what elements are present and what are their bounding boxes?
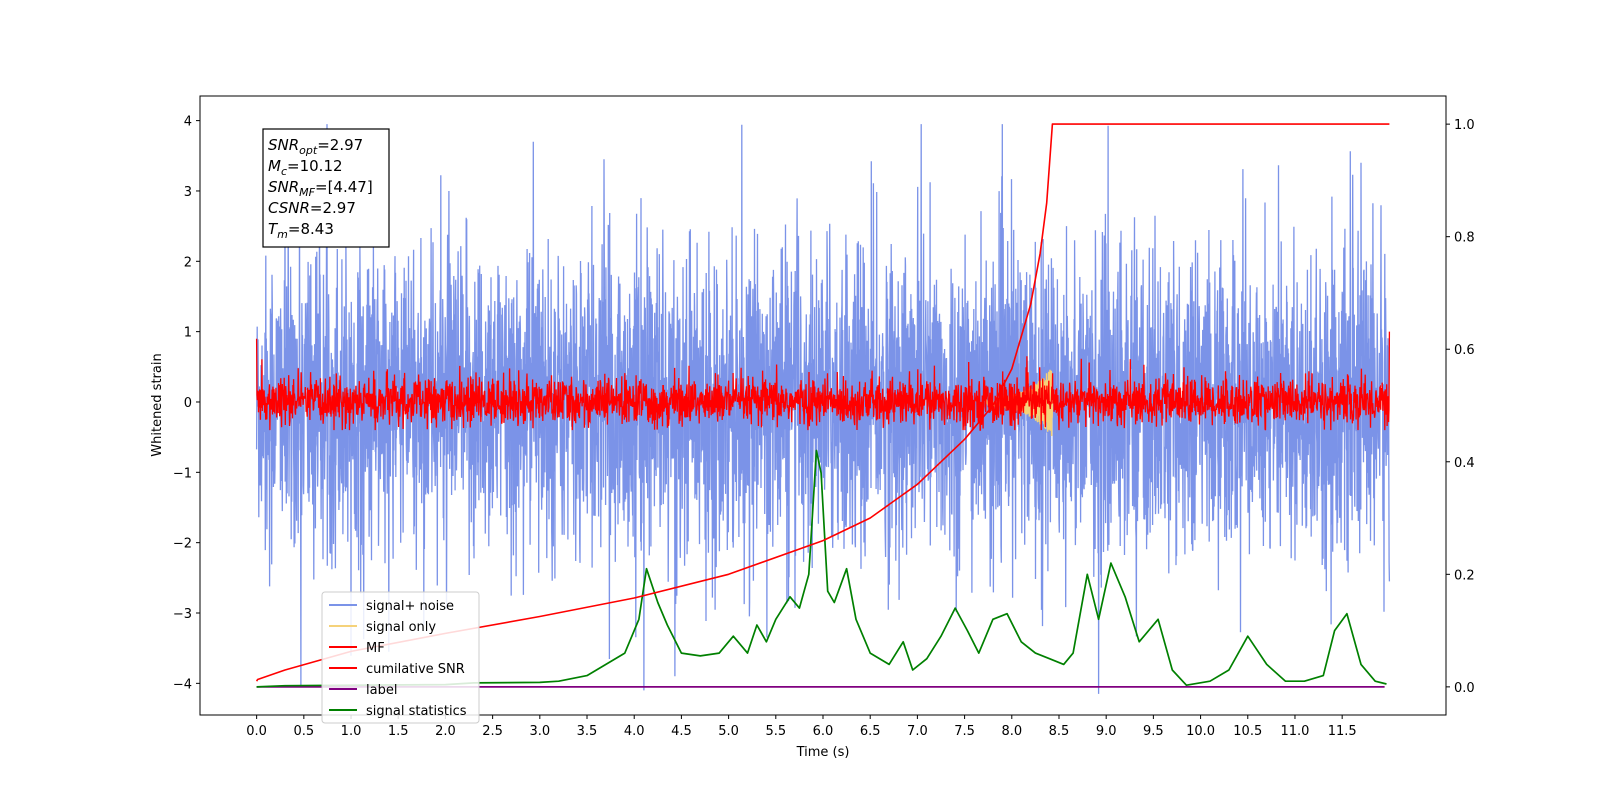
y-tick-label: −4 <box>173 677 192 692</box>
x-tick-label: 4.5 <box>671 724 692 739</box>
legend-entry: cumilative SNR <box>366 662 465 677</box>
x-tick-label: 6.0 <box>813 724 834 739</box>
x-tick-label: 9.0 <box>1096 724 1117 739</box>
x-tick-label: 5.0 <box>718 724 739 739</box>
x-tick-label: 1.5 <box>388 724 409 739</box>
x-tick-label: 8.0 <box>1001 724 1022 739</box>
series-signal-noise <box>255 124 1391 694</box>
x-tick-label: 5.5 <box>765 724 786 739</box>
y-axis-right: 0.0 0.2 0.4 0.6 0.8 1.0 <box>1446 118 1475 696</box>
stats-annotation-box: SNRopt=2.97Mc=10.12SNRMF=[4.47]CSNR=2.97… <box>262 128 390 248</box>
x-axis-label: Time (s) <box>796 745 850 760</box>
stats-line: CSNR=2.97 <box>268 199 356 217</box>
x-tick-label: 2.5 <box>482 724 503 739</box>
x-tick-label: 3.0 <box>529 724 550 739</box>
y2-tick-label: 0.2 <box>1454 568 1475 583</box>
stats-line: Tm=8.43 <box>268 220 334 241</box>
legend-entry: signal only <box>366 620 436 635</box>
y2-tick-label: 0.0 <box>1454 681 1475 696</box>
x-tick-label: 4.0 <box>624 724 645 739</box>
y2-tick-label: 1.0 <box>1454 118 1475 133</box>
x-tick-label: 7.5 <box>954 724 975 739</box>
legend-entry: MF <box>366 641 385 656</box>
y-tick-label: 0 <box>184 396 192 411</box>
y-axis-left: −4 −3 −2 −1 0 1 2 3 4 <box>173 115 200 692</box>
legend-entry: label <box>366 683 397 698</box>
series-mf <box>255 331 1391 431</box>
x-tick-label: 1.0 <box>341 724 362 739</box>
legend-frame <box>321 591 480 724</box>
y2-tick-label: 0.6 <box>1454 343 1475 358</box>
x-tick-label: 9.5 <box>1143 724 1164 739</box>
x-tick-label: 2.0 <box>435 724 456 739</box>
x-tick-label: 10.0 <box>1186 724 1215 739</box>
legend-entry: signal statistics <box>366 704 467 719</box>
x-tick-label: 7.0 <box>907 724 928 739</box>
y-tick-label: −1 <box>173 466 192 481</box>
x-tick-label: 0.5 <box>293 724 314 739</box>
stats-line: SNRopt=2.97 <box>268 136 363 157</box>
x-tick-label: 10.5 <box>1233 724 1262 739</box>
x-axis: 0.0 0.5 1.0 1.5 2.0 2.5 3.0 3.5 4.0 4.5 5.0 5.5 6.0 6… <box>246 715 1357 739</box>
legend-entry: signal+ noise <box>366 599 454 614</box>
y-tick-label: 3 <box>184 185 192 200</box>
x-tick-label: 11.5 <box>1328 724 1357 739</box>
legend: signal+ noise signal only MF cumilative SNR… <box>321 591 480 724</box>
y-tick-label: 4 <box>184 115 192 130</box>
x-tick-label: 8.5 <box>1049 724 1070 739</box>
y-tick-label: −2 <box>173 537 192 552</box>
x-tick-label: 0.0 <box>246 724 267 739</box>
series-signal-statistics <box>256 449 1387 688</box>
stats-box-frame <box>262 128 390 248</box>
y-axis-label: Whitened strain <box>150 353 165 456</box>
x-tick-label: 11.0 <box>1280 724 1309 739</box>
y-tick-label: 2 <box>184 255 192 270</box>
y-tick-label: −3 <box>173 607 192 622</box>
stats-line: Mc=10.12 <box>268 157 343 178</box>
y-tick-label: 1 <box>184 326 192 341</box>
stats-line: SNRMF=[4.47] <box>268 178 373 199</box>
x-tick-label: 3.5 <box>577 724 598 739</box>
x-tick-label: 6.5 <box>860 724 881 739</box>
y2-tick-label: 0.4 <box>1454 456 1475 471</box>
y2-tick-label: 0.8 <box>1454 231 1475 246</box>
